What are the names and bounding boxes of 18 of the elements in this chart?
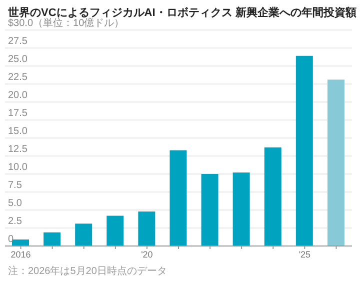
- y-tick-label: $30.0（単位：10億ドル）: [8, 17, 124, 29]
- x-tick-label: '25: [298, 249, 311, 260]
- text: 注：2026年は5月20日時点のデータ: [8, 264, 167, 278]
- y-tick-label: 22.5: [8, 72, 28, 83]
- chart-title: 世界のVCによるフィジカルAI・ロボティクス 新興企業への年間投資額: [8, 6, 356, 19]
- y-tick-label: 5.0: [8, 198, 22, 209]
- y-tick-label: 0: [8, 234, 14, 245]
- y-tick-label: 20.0: [8, 90, 28, 101]
- y-tick-label: 27.5: [8, 36, 28, 47]
- y-tick-label: 7.5: [8, 180, 22, 191]
- y-tick-label: 10.0: [8, 162, 28, 173]
- y-tick-label: 15.0: [8, 126, 28, 137]
- y-tick-label: 12.5: [8, 144, 28, 155]
- x-tick-label: 2016: [10, 249, 31, 260]
- y-tick-label: 2.5: [8, 216, 22, 227]
- x-tick-label: '20: [141, 249, 153, 260]
- y-tick-label: 25.0: [8, 54, 28, 65]
- y-tick-label: 17.5: [8, 108, 28, 119]
